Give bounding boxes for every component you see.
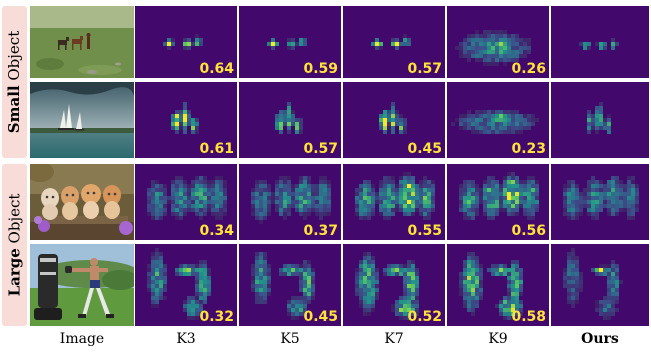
heatmap-horses-k9: 0.26 — [447, 6, 549, 78]
heatmap-horses-k3: 0.64 — [135, 6, 237, 78]
column-label-k5: K5 — [280, 331, 300, 347]
heatmap-boxer-k5: 0.45 — [239, 244, 341, 326]
score-sailboats-k9: 0.23 — [511, 141, 546, 157]
heatmap-horses-ours — [551, 6, 649, 78]
heatmap-kittens-k7: 0.55 — [343, 164, 445, 240]
score-horses-k7: 0.57 — [407, 61, 442, 77]
heatmap-boxer-k3: 0.32 — [135, 244, 237, 326]
heatmap-sailboats-ours — [551, 82, 649, 158]
score-kittens-k3: 0.34 — [199, 223, 234, 239]
photo-kittens — [30, 164, 134, 240]
heatmap-boxer-k9: 0.58 — [447, 244, 549, 326]
photo-sailboats — [30, 82, 134, 158]
group-band-large — [2, 164, 27, 326]
score-kittens-k9: 0.56 — [511, 223, 546, 239]
photo-boxer — [30, 244, 134, 326]
heatmap-kittens-k5: 0.37 — [239, 164, 341, 240]
heatmap-kittens-k3: 0.34 — [135, 164, 237, 240]
heatmap-boxer-k7: 0.52 — [343, 244, 445, 326]
score-boxer-k3: 0.32 — [199, 309, 234, 325]
group-band-small — [2, 6, 27, 158]
group-label-large: Large Object — [5, 193, 24, 297]
group-label-small: Small Object — [5, 30, 24, 134]
heatmap-sailboats-k3: 0.61 — [135, 82, 237, 158]
heatmap-horses-k5: 0.59 — [239, 6, 341, 78]
score-kittens-k7: 0.55 — [407, 223, 442, 239]
heatmap-kittens-ours — [551, 164, 649, 240]
score-sailboats-k5: 0.57 — [303, 141, 338, 157]
column-label-k3: K3 — [176, 331, 196, 347]
score-horses-k9: 0.26 — [511, 61, 546, 77]
heatmap-horses-k7: 0.57 — [343, 6, 445, 78]
score-sailboats-k7: 0.45 — [407, 141, 442, 157]
score-horses-k5: 0.59 — [303, 61, 338, 77]
column-label-image: Image — [59, 331, 105, 347]
heatmap-sailboats-k5: 0.57 — [239, 82, 341, 158]
score-boxer-k5: 0.45 — [303, 309, 338, 325]
score-boxer-k7: 0.52 — [407, 309, 442, 325]
column-label-k9: K9 — [488, 331, 508, 347]
score-kittens-k5: 0.37 — [303, 223, 338, 239]
score-horses-k3: 0.64 — [199, 61, 234, 77]
heatmap-sailboats-k7: 0.45 — [343, 82, 445, 158]
column-label-ours: Ours — [581, 331, 619, 347]
score-boxer-k9: 0.58 — [511, 309, 546, 325]
heatmap-boxer-ours — [551, 244, 649, 326]
score-sailboats-k3: 0.61 — [199, 141, 234, 157]
photo-horses — [30, 6, 134, 78]
heatmap-kittens-k9: 0.56 — [447, 164, 549, 240]
heatmap-sailboats-k9: 0.23 — [447, 82, 549, 158]
column-label-k7: K7 — [384, 331, 404, 347]
